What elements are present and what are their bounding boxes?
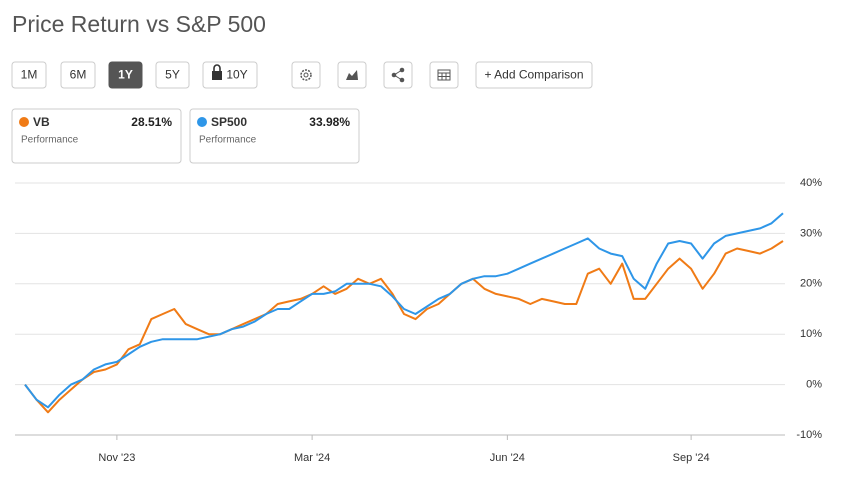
y-tick-label: 30% — [800, 227, 822, 239]
range-label: 1M — [21, 68, 38, 82]
y-tick-label: 40% — [800, 177, 822, 189]
y-tick-label: 20% — [800, 278, 822, 290]
gear-icon — [303, 72, 309, 78]
button-bg — [429, 61, 459, 89]
range-button[interactable]: 5Y — [155, 61, 190, 89]
x-tick-label: Sep '24 — [673, 452, 710, 464]
range-label: 5Y — [165, 68, 180, 82]
button-bg — [383, 61, 413, 89]
page-title: Price Return vs S&P 500 — [12, 11, 266, 37]
legend-card[interactable]: SP500 33.98% Performance — [189, 108, 360, 164]
table-icon — [438, 72, 450, 80]
lock-icon — [213, 64, 221, 71]
add-comparison-button[interactable]: + Add Comparison — [475, 61, 593, 89]
add-comparison-label: + Add Comparison — [484, 68, 583, 82]
range-button[interactable]: 6M — [60, 61, 96, 89]
button-bg — [60, 61, 96, 89]
series-line — [24, 212, 784, 409]
button-bg — [11, 61, 47, 89]
legend-caption: Performance — [199, 135, 257, 146]
legend-name: VB — [33, 115, 50, 129]
gear-button[interactable] — [291, 61, 321, 89]
range-label: 6M — [70, 68, 87, 82]
button-bg — [475, 61, 593, 89]
y-tick-label: -10% — [796, 429, 822, 441]
table-icon — [437, 69, 451, 81]
range-label: 1Y — [118, 68, 133, 82]
legend-dot — [197, 117, 207, 127]
gear-icon — [300, 69, 312, 81]
button-bg — [155, 61, 190, 89]
table-button[interactable] — [429, 61, 459, 89]
x-tick-label: Mar '24 — [294, 452, 330, 464]
legend-name: SP500 — [211, 115, 247, 129]
lock-icon — [212, 71, 222, 80]
series-line — [24, 240, 784, 414]
chart-button[interactable] — [337, 61, 367, 89]
range-button[interactable]: 1M — [11, 61, 47, 89]
card-bg — [11, 108, 182, 164]
button-bg — [291, 61, 321, 89]
share-button[interactable] — [383, 61, 413, 89]
button-bg — [337, 61, 367, 89]
x-tick-label: Jun '24 — [490, 452, 525, 464]
legend-value: 33.98% — [309, 115, 350, 129]
button-bg — [108, 61, 143, 89]
legend-caption: Performance — [21, 135, 79, 146]
chart-icon — [346, 70, 358, 80]
card-bg — [189, 108, 360, 164]
button-bg — [202, 61, 258, 89]
share-icon — [393, 69, 403, 81]
legend-card[interactable]: VB 28.51% Performance — [11, 108, 182, 164]
legend-dot — [19, 117, 29, 127]
y-tick-label: 0% — [806, 379, 822, 391]
range-label: 10Y — [226, 68, 247, 82]
x-tick-label: Nov '23 — [98, 452, 135, 464]
range-button[interactable]: 1Y — [108, 61, 143, 89]
y-tick-label: 10% — [800, 328, 822, 340]
legend-value: 28.51% — [131, 115, 172, 129]
range-button[interactable]: 10Y — [202, 61, 258, 89]
